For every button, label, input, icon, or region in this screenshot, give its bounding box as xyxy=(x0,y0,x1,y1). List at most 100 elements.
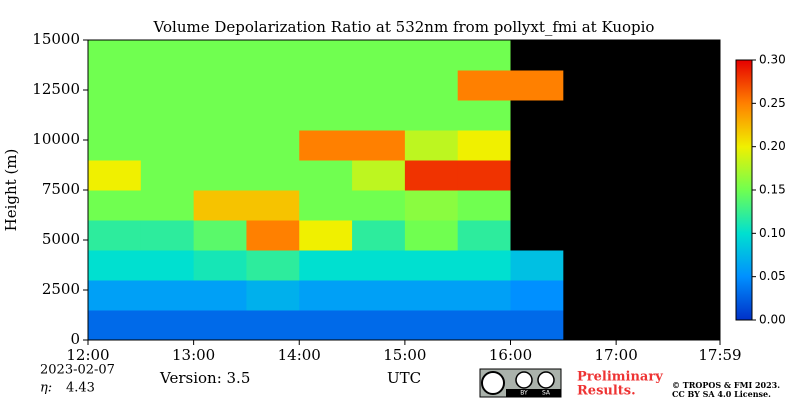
cell xyxy=(510,70,564,101)
cell xyxy=(88,130,142,161)
x-tick-label: 14:00 xyxy=(278,346,321,364)
no-data-cell xyxy=(510,100,564,131)
cell xyxy=(140,130,195,161)
no-data-cell xyxy=(668,280,721,311)
cell xyxy=(352,250,406,281)
y-tick-label: 12500 xyxy=(32,80,80,98)
no-data-cell xyxy=(616,130,670,161)
cell xyxy=(299,100,353,131)
no-data-cell xyxy=(563,190,617,221)
cell xyxy=(140,310,195,341)
no-data-cell xyxy=(616,280,670,311)
no-data-cell xyxy=(563,100,617,131)
no-data-cell xyxy=(668,100,721,131)
cell xyxy=(404,280,459,311)
cell xyxy=(246,220,300,251)
cell xyxy=(352,190,406,221)
preliminary: Results. xyxy=(577,384,636,399)
x-axis-label: UTC xyxy=(387,369,421,387)
cell xyxy=(88,70,142,101)
y-tick-label: 5000 xyxy=(42,230,80,248)
no-data-cell xyxy=(563,310,617,341)
no-data-cell xyxy=(668,190,721,221)
cell xyxy=(88,160,142,191)
cell xyxy=(246,190,300,221)
cell xyxy=(299,280,353,311)
cell xyxy=(404,100,459,131)
no-data-cell xyxy=(563,130,617,161)
no-data-cell xyxy=(668,130,721,161)
cell xyxy=(352,100,406,131)
colorbar-tick-label: 0.15 xyxy=(759,183,786,197)
no-data-cell xyxy=(563,250,617,281)
cell xyxy=(404,40,459,71)
cell xyxy=(352,220,406,251)
no-data-cell xyxy=(668,40,721,71)
no-data-cell xyxy=(616,250,670,281)
cell xyxy=(352,70,406,101)
x-tick-label: 17:00 xyxy=(595,346,638,364)
cell xyxy=(88,100,142,131)
cell xyxy=(246,40,300,71)
cell xyxy=(404,220,459,251)
logo-cc xyxy=(481,371,505,395)
cell xyxy=(457,160,512,191)
cell xyxy=(457,190,512,221)
cell xyxy=(404,190,459,221)
no-data-cell xyxy=(616,190,670,221)
cell xyxy=(140,280,195,311)
cell xyxy=(88,250,142,281)
no-data-cell xyxy=(668,160,721,191)
cell xyxy=(140,220,195,251)
cell xyxy=(193,130,247,161)
cell xyxy=(246,130,300,161)
cell xyxy=(193,250,247,281)
no-data-cell xyxy=(616,160,670,191)
cell xyxy=(404,130,459,161)
cell xyxy=(299,130,353,161)
cell xyxy=(246,310,300,341)
x-tick-label: 16:00 xyxy=(489,346,532,364)
logo-strip xyxy=(506,389,561,397)
cell xyxy=(193,190,247,221)
no-data-cell xyxy=(668,220,721,251)
cell xyxy=(299,250,353,281)
no-data-cell xyxy=(616,310,670,341)
cell xyxy=(457,130,512,161)
y-axis-label: Height (m) xyxy=(2,149,20,232)
colorbar-tick-label: 0.20 xyxy=(759,139,786,153)
cell xyxy=(193,40,247,71)
cell xyxy=(352,40,406,71)
cell xyxy=(457,40,512,71)
cell xyxy=(140,40,195,71)
eta-label: η: xyxy=(40,381,52,396)
cell xyxy=(88,220,142,251)
cell xyxy=(404,70,459,101)
cell xyxy=(510,310,564,341)
cell xyxy=(457,70,512,101)
no-data-cell xyxy=(510,220,564,251)
colorbar-tick-label: 0.25 xyxy=(759,96,786,110)
cell xyxy=(404,310,459,341)
no-data-cell xyxy=(668,310,721,341)
cell xyxy=(510,280,564,311)
y-tick-label: 10000 xyxy=(32,130,80,148)
cell xyxy=(352,130,406,161)
no-data-cell xyxy=(668,250,721,281)
cell xyxy=(193,280,247,311)
cell xyxy=(193,70,247,101)
cell xyxy=(457,280,512,311)
logo-by-text: BY xyxy=(520,390,528,397)
copyright: © TROPOS & FMI 2023. xyxy=(672,380,780,390)
colorbar xyxy=(735,59,753,321)
no-data-cell xyxy=(510,160,564,191)
eta: 4.43 xyxy=(66,381,95,396)
no-data-cell xyxy=(616,70,670,101)
cell xyxy=(193,160,247,191)
no-data-cell xyxy=(563,70,617,101)
copyright: CC BY SA 4.0 License. xyxy=(672,389,771,399)
cell xyxy=(457,220,512,251)
cell xyxy=(299,190,353,221)
